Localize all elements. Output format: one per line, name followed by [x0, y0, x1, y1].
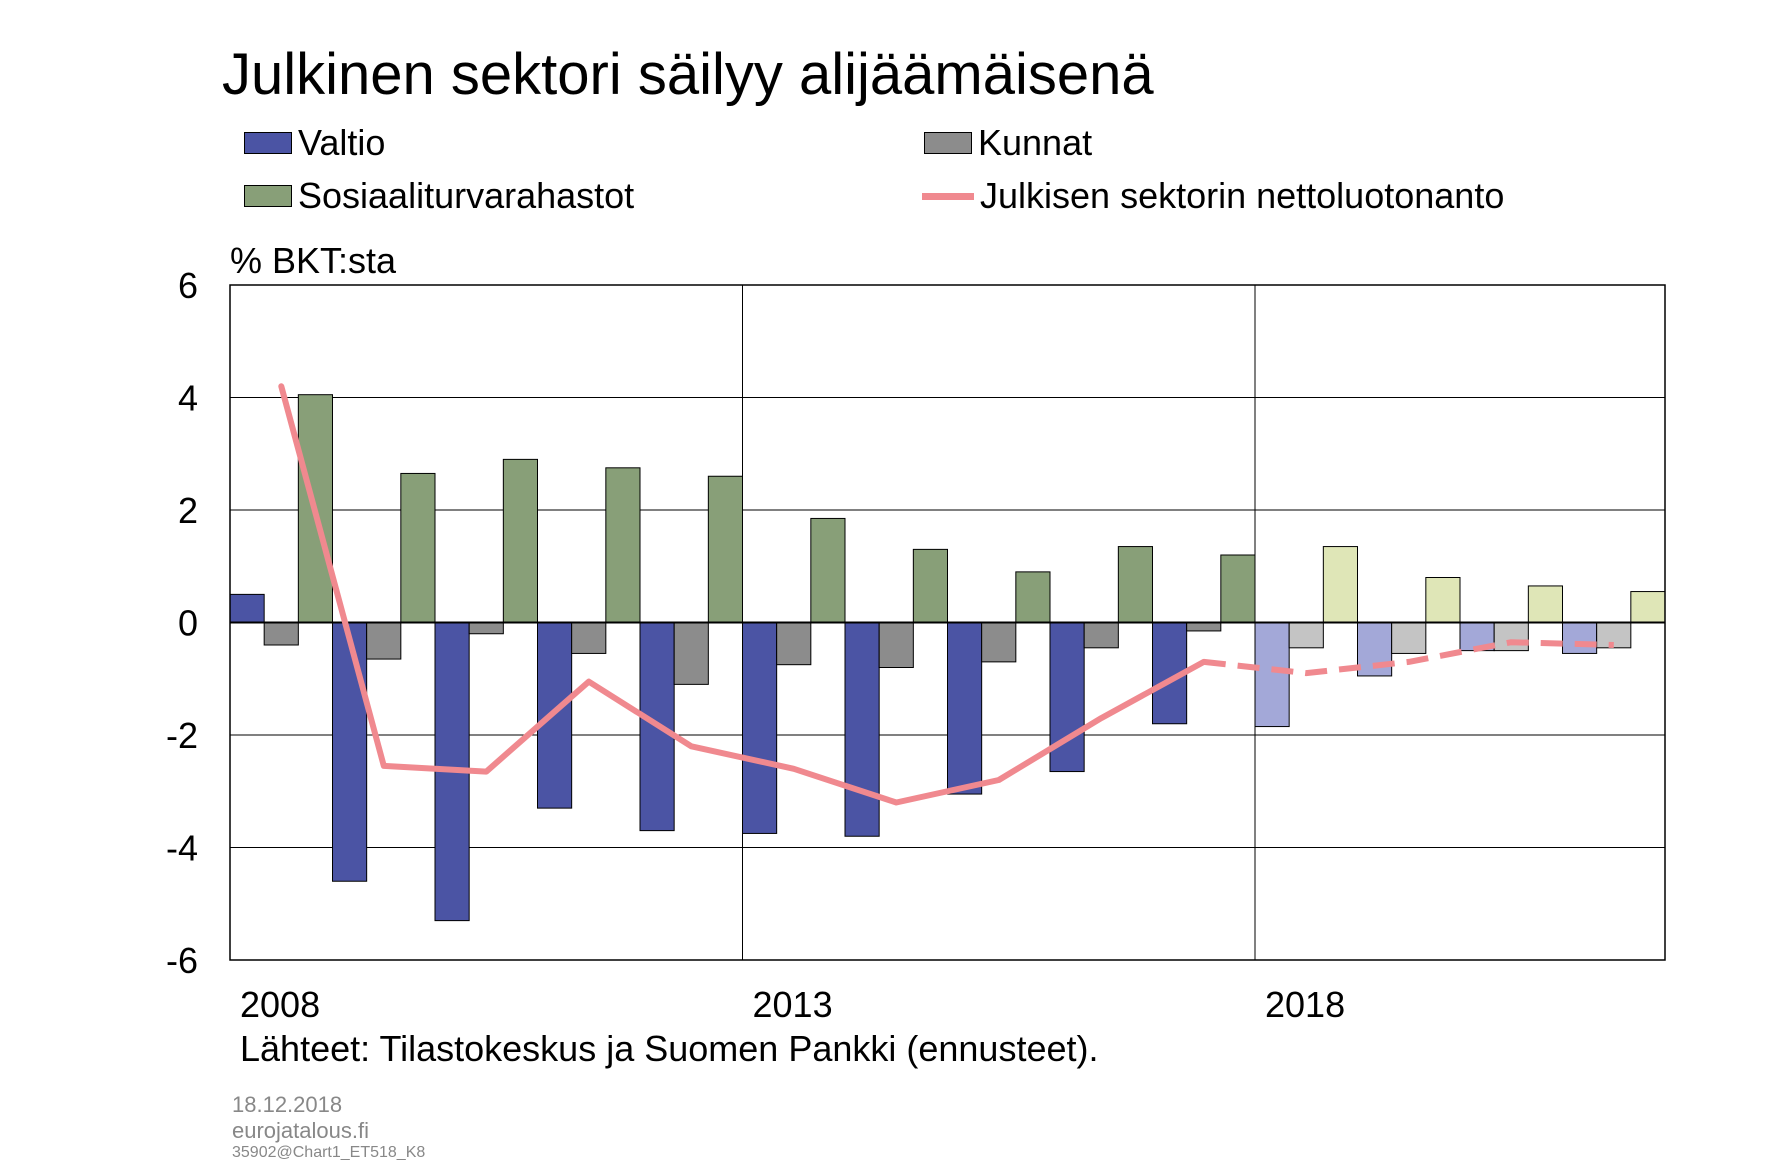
y-tick-label: 0: [178, 603, 198, 644]
bar: [606, 468, 640, 623]
x-tick-label: 2008: [240, 984, 320, 1025]
bar: [1392, 623, 1426, 654]
bar: [1016, 572, 1050, 623]
bar: [333, 623, 367, 882]
y-tick-label: -6: [166, 940, 198, 981]
bar: [1528, 586, 1562, 623]
bar: [982, 623, 1016, 662]
y-tick-label: 4: [178, 378, 198, 419]
bar: [948, 623, 982, 795]
bar: [1494, 623, 1528, 651]
bar: [264, 623, 298, 646]
x-tick-label: 2013: [753, 984, 833, 1025]
bar: [1118, 547, 1152, 623]
bar: [879, 623, 913, 668]
bar: [230, 594, 264, 622]
footer-code: 35902@Chart1_ET518_K8: [232, 1144, 425, 1162]
bar: [1289, 623, 1323, 648]
bar: [1323, 547, 1357, 623]
bar: [1426, 578, 1460, 623]
bar: [708, 476, 742, 622]
bar: [1631, 592, 1665, 623]
bar: [743, 623, 777, 834]
bar: [1255, 623, 1289, 727]
bar: [1084, 623, 1118, 648]
bar: [503, 459, 537, 622]
bar: [845, 623, 879, 837]
y-tick-label: -2: [166, 715, 198, 756]
bar: [1563, 623, 1597, 654]
bar: [401, 473, 435, 622]
bar: [811, 518, 845, 622]
footer-site: eurojatalous.fi: [232, 1118, 369, 1144]
bar: [777, 623, 811, 665]
source-note: Lähteet: Tilastokeskus ja Suomen Pankki …: [240, 1028, 1098, 1070]
y-tick-label: 6: [178, 265, 198, 306]
footer-date: 18.12.2018: [232, 1092, 342, 1118]
bar: [674, 623, 708, 685]
bar: [367, 623, 401, 660]
bar: [469, 623, 503, 634]
bar: [913, 549, 947, 622]
y-tick-label: -4: [166, 828, 198, 869]
bar: [1221, 555, 1255, 623]
bar: [1187, 623, 1221, 631]
x-tick-label: 2018: [1265, 984, 1345, 1025]
y-tick-label: 2: [178, 490, 198, 531]
bar: [572, 623, 606, 654]
